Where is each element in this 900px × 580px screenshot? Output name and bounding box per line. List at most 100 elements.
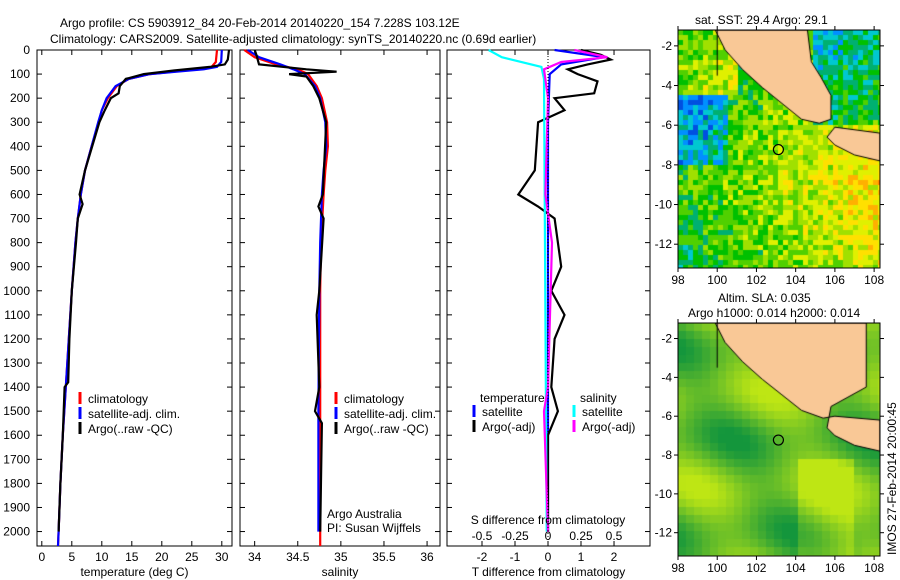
map-y-tick-label: -8 [661,448,672,462]
x-tick-label: 30 [215,550,229,564]
x-axis-label: T difference from climatology [472,565,626,579]
y-tick-label: 500 [10,163,30,177]
sla-map-field [678,323,880,556]
series-line-climatology [56,49,219,547]
y-tick-label: 1500 [3,404,30,418]
map-x-tick-label: 108 [864,561,884,575]
x-tick-label: 20 [155,550,169,564]
legend-label: climatology [88,392,148,406]
legend-label: Argo(..raw -QC) [344,422,429,436]
map-x-tick-label: 104 [786,561,806,575]
map-y-tick-label: -4 [661,79,672,93]
argo-position-marker [772,434,785,446]
legend-label: climatology [344,392,404,406]
series-line-climatology [243,49,330,546]
argo-position-marker [772,143,785,156]
y-tick-label: 1000 [3,284,30,298]
y-tick-label: 1300 [3,356,30,370]
x-tick-label: 34 [248,550,262,564]
y-tick-label: 200 [10,91,30,105]
title-line2: Climatology: CARS2009. Satellite-adjuste… [50,32,536,46]
series-line-satellite-adj-clim- [56,49,223,547]
sst-map-title: sat. SST: 29.4 Argo: 29.1 [695,13,828,27]
map-frame-sst-map [677,29,881,269]
annotation-line2: PI: Susan Wijffels [327,521,421,535]
map-y-tick-label: -6 [661,409,672,423]
panel-frame-temperature [36,49,233,547]
map-y-tick-label: -8 [661,158,672,172]
x-axis-label: temperature (deg C) [80,565,188,579]
map-x-tick-label: 98 [671,561,685,575]
map-x-tick-label: 106 [825,273,845,287]
y-tick-label: 0 [23,43,30,57]
legend-label: satellite [482,405,523,419]
map-frame-sla-map [677,322,881,557]
map-y-tick-label: -12 [655,526,673,540]
y-tick-label: 300 [10,115,30,129]
map-x-tick-label: 108 [864,273,884,287]
series-line-satellite-adj-clim- [247,49,328,532]
legend-label: Argo(-adj) [482,420,535,434]
x2-tick-label: 0.5 [606,529,623,543]
legend-label: Argo(-adj) [582,420,635,434]
series-line-argo-raw-qc- [57,49,231,532]
y-tick-label: 1200 [3,332,30,346]
y-tick-label: 400 [10,139,30,153]
series-line-argo-raw-qc- [253,49,337,532]
x-tick-label: 36 [420,550,434,564]
y-tick-label: 700 [10,212,30,226]
y-tick-label: 1900 [3,500,30,514]
map-x-tick-label: 100 [707,273,727,287]
annotation-line1: Argo Australia [327,507,402,521]
x-tick-label: 35.5 [372,550,396,564]
x-tick-label: 0 [38,550,45,564]
side-label: IMOS 27-Feb-2014 20:00:45 [885,402,899,555]
x-tick-label: 15 [125,550,139,564]
legend-label: satellite [582,405,623,419]
map-x-tick-label: 104 [786,273,806,287]
legend-label: Argo(..raw -QC) [88,422,173,436]
series-line-t-satellite [546,48,605,532]
y-tick-label: 1400 [3,380,30,394]
map-y-tick-label: -10 [655,487,673,501]
map-y-tick-label: -6 [661,118,672,132]
title-line1: Argo profile: CS 5903912_84 20-Feb-2014 … [60,16,460,30]
sla-map-title1: Altim. SLA: 0.035 [718,291,811,305]
x-tick-label: 35 [334,550,348,564]
x2-tick-label: 0.25 [569,529,593,543]
series-line-s-argo-adj- [542,48,608,532]
y-tick-label: 600 [10,187,30,201]
x-tick-label: 0 [545,550,552,564]
x-tick-label: -1 [510,550,521,564]
series-line-s-satellite [488,49,548,532]
sla-map-title2: Argo h1000: 0.014 h2000: 0.014 [688,306,860,320]
legend-label: satellite-adj. clim. [88,407,180,421]
y-tick-label: 800 [10,236,30,250]
x-tick-label: 5 [68,550,75,564]
legend-label: satellite-adj. clim. [344,407,436,421]
x2-tick-label: -0.25 [501,529,529,543]
y-tick-label: 900 [10,260,30,274]
x-tick-label: 1 [578,550,585,564]
map-x-tick-label: 102 [746,561,766,575]
map-y-tick-label: -10 [655,198,673,212]
y-tick-label: 1800 [3,476,30,490]
x-tick-label: 25 [185,550,199,564]
y-tick-label: 2000 [3,525,30,539]
x-axis-label: salinity [322,565,359,579]
x2-axis-label: S difference from climatology [471,513,626,527]
legend-title-temperature: temperature [480,391,545,405]
y-tick-label: 1700 [3,452,30,466]
series-line-t-argo-adj- [516,48,615,532]
map-x-tick-label: 98 [671,273,685,287]
map-y-tick-label: -2 [661,39,672,53]
x-tick-label: -2 [477,550,488,564]
map-y-tick-label: -2 [661,332,672,346]
y-tick-label: 100 [10,67,30,81]
map-y-tick-label: -12 [655,237,673,251]
x2-tick-label: -0.5 [472,529,493,543]
x-tick-label: 2 [611,550,618,564]
y-tick-label: 1600 [3,428,30,442]
x-tick-label: 10 [95,550,109,564]
